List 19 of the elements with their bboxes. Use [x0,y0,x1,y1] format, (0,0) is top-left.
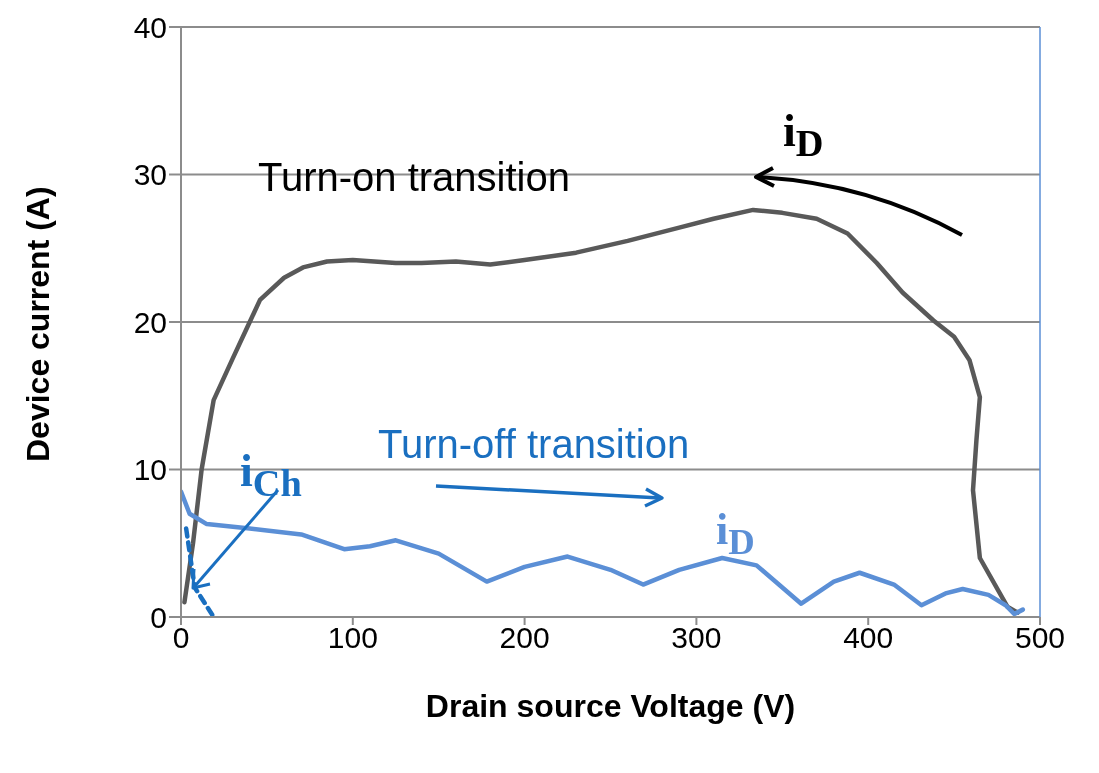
x-tick-label: 0 [172,621,190,655]
line-series [182,207,1020,615]
y-axis-title: Device current (A) [20,186,57,462]
y-tick-label: 20 [133,305,167,339]
y-tick-label: 40 [133,10,167,44]
x-tick-label: 100 [327,621,378,655]
x-axis-title: Drain source Voltage (V) [425,688,796,724]
annotation: Turn-off transition [378,421,690,468]
series-label: i$_{D}$ [716,505,755,562]
x-tick-label: 500 [1014,621,1066,655]
y-tick-label: 30 [133,158,167,192]
annotation: Turn-on transition [258,154,570,201]
x-tick-label: 400 [843,621,894,655]
series-label: i$_{Ch}$ [240,445,302,505]
y-tick-label: 10 [133,453,167,487]
y-tick-label: 0 [150,600,167,634]
x-tick-label: 300 [671,621,722,655]
x-tick-label: 200 [499,621,550,655]
series-label: i$_{D}$ [783,105,824,165]
